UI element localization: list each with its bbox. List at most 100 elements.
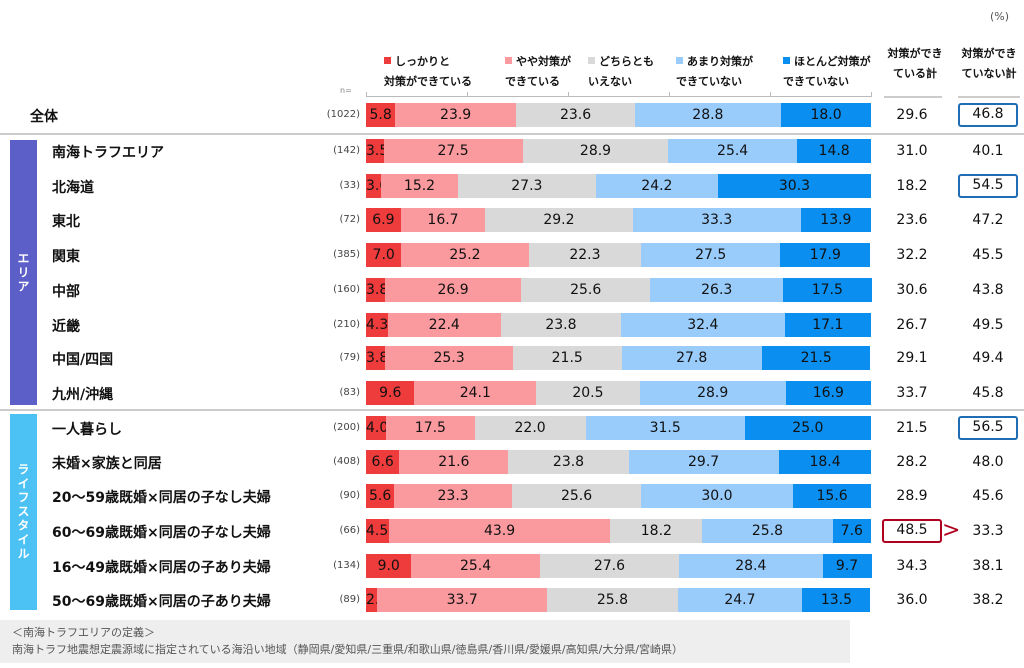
- bar-segment: 16.9: [785, 381, 871, 405]
- row-label: 中国/四国: [52, 352, 114, 368]
- bar-segment: 9.6: [366, 381, 415, 405]
- bar-segment: 21.5: [512, 346, 622, 370]
- sample-size: (79): [339, 352, 360, 363]
- row-label: 東北: [52, 214, 80, 230]
- bar-segment: 21.5: [761, 346, 871, 370]
- bar-segment: 17.5: [386, 416, 475, 440]
- done-total: 34.3: [896, 558, 928, 574]
- bar-segment: 43.9: [388, 519, 611, 543]
- bar-segment: 23.8: [508, 450, 629, 474]
- sample-size: (1022): [326, 109, 360, 120]
- bar-segment: 27.3: [457, 174, 596, 198]
- bar-segment: 18.2: [610, 519, 703, 543]
- sample-size: (89): [339, 594, 360, 605]
- footer-note: ＜南海トラフエリアの定義＞ 南海トラフ地震想定震源域に指定されている海沿い地域（…: [0, 620, 850, 663]
- totals-header: 対策ができ ている計: [887, 47, 943, 80]
- done-total: 21.5: [896, 420, 928, 436]
- done-total: 29.6: [896, 107, 928, 123]
- bar-segment: 28.9: [522, 139, 669, 163]
- row-label: 関東: [52, 249, 80, 265]
- legend-item: しっかりと 対策ができている: [384, 52, 472, 92]
- bar-segment: 22.3: [528, 243, 642, 267]
- bar-segment: 27.5: [383, 139, 523, 163]
- bar-segment: 2.2: [366, 588, 388, 612]
- not-done-total: 45.5: [972, 247, 1004, 263]
- bar-segment: 25.6: [511, 484, 642, 508]
- bar-segment: 13.9: [800, 208, 871, 232]
- bar-segment: 16.7: [400, 208, 486, 232]
- done-total: 36.0: [896, 592, 928, 608]
- legend-item: ほとんど対策が できていない: [783, 52, 871, 92]
- bar-segment: 23.9: [395, 103, 516, 127]
- not-done-total: 43.8: [972, 282, 1004, 298]
- sample-size: (200): [333, 422, 360, 433]
- row-label: 60～69歳既婚×同居の子なし夫婦: [52, 525, 271, 541]
- bar-segment: 32.4: [621, 313, 785, 337]
- bar-segment: 25.6: [521, 278, 651, 302]
- axis-line: [366, 96, 871, 97]
- sample-size: (33): [339, 180, 360, 191]
- sample-size: (408): [333, 456, 360, 467]
- bar-segment: 25.4: [411, 554, 540, 578]
- legend-swatch: [505, 57, 512, 64]
- bar-segment: 7.0: [366, 243, 402, 267]
- not-done-total: 40.1: [972, 143, 1004, 159]
- bar-segment: 14.8: [796, 139, 872, 163]
- footer-title: ＜南海トラフエリアの定義＞: [12, 626, 155, 639]
- bar-segment: 30.0: [641, 484, 793, 508]
- bar-segment: 7.6: [832, 519, 871, 543]
- bar-segment: 25.8: [702, 519, 833, 543]
- sample-size: (90): [339, 490, 360, 501]
- axis-tick: [568, 92, 569, 97]
- not-done-total: 38.1: [972, 558, 1004, 574]
- bar-segment: 28.9: [639, 381, 786, 405]
- row-label: 中部: [52, 284, 80, 300]
- sample-size: (66): [339, 525, 360, 536]
- not-done-total: 47.2: [972, 212, 1004, 228]
- bar-segment: 13.5: [802, 588, 871, 612]
- done-total: 29.1: [896, 350, 928, 366]
- axis-tick: [871, 92, 872, 97]
- bar-segment: 26.9: [385, 278, 522, 302]
- axis-tick: [770, 92, 771, 97]
- bar-segment: 3.5: [366, 139, 388, 163]
- row-label: 近畿: [52, 319, 80, 335]
- bar-segment: 23.8: [500, 313, 622, 337]
- bar-segment: 22.0: [474, 416, 586, 440]
- bar-segment: 25.4: [668, 139, 797, 163]
- legend-swatch: [676, 57, 683, 64]
- legend-label: ほとんど対策が できていない: [783, 55, 871, 88]
- done-total: 28.2: [896, 454, 928, 470]
- axis-tick: [467, 92, 468, 97]
- not-done-total: 45.6: [972, 488, 1004, 504]
- legend-swatch: [783, 57, 790, 64]
- bar-segment: 5.8: [366, 103, 396, 127]
- legend-label: しっかりと 対策ができている: [384, 55, 472, 88]
- bar-segment: 31.5: [585, 416, 745, 440]
- done-total: 23.6: [896, 212, 928, 228]
- axis-tick: [669, 92, 670, 97]
- row-label: 50～69歳既婚×同居の子あり夫婦: [52, 594, 271, 610]
- not-done-total: 49.4: [972, 350, 1004, 366]
- legend-item: あまり対策が できていない: [676, 52, 753, 92]
- comparison-arrow: >: [942, 518, 961, 543]
- bar-segment: 4.5: [366, 519, 389, 543]
- bar-segment: 15.6: [792, 484, 872, 508]
- row-label: 一人暮らし: [52, 422, 122, 438]
- bar-segment: 4.3: [366, 313, 388, 337]
- not-done-total: 38.2: [972, 592, 1004, 608]
- not-done-total-highlighted: 46.8: [958, 103, 1018, 127]
- bar-segment: 27.8: [621, 346, 762, 370]
- separator: [0, 133, 1024, 135]
- footer-text: 南海トラフ地震想定震源域に指定されている海沿い地域（静岡県/愛知県/三重県/和歌…: [12, 643, 684, 656]
- not-done-total: 45.8: [972, 385, 1004, 401]
- bar-segment: 17.5: [783, 278, 872, 302]
- row-label: 16～49歳既婚×同居の子あり夫婦: [52, 560, 271, 576]
- legend-item: やや対策が できている: [505, 52, 571, 92]
- done-total: 33.7: [896, 385, 928, 401]
- bar-segment: 24.1: [414, 381, 537, 405]
- bar-segment: 22.4: [387, 313, 501, 337]
- bar-segment: 9.7: [822, 554, 872, 578]
- bar-segment: 17.9: [780, 243, 871, 267]
- bar-segment: 33.7: [377, 588, 548, 612]
